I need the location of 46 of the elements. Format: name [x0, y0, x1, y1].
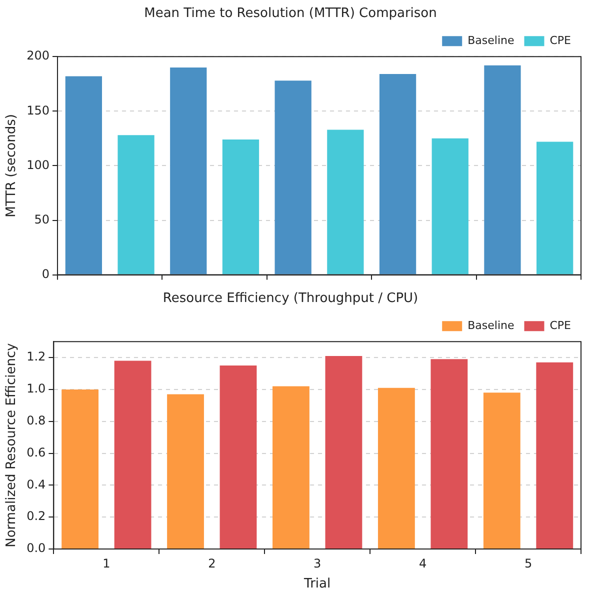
x-tick-label: 4	[418, 556, 427, 570]
chart-title: Resource Efficiency (Throughput / CPU)	[162, 291, 418, 306]
y-tick-label: 200	[26, 48, 50, 63]
bar	[118, 135, 154, 274]
legend-label: Baseline	[468, 318, 514, 332]
bar	[220, 366, 257, 548]
bar	[483, 392, 520, 548]
bar	[430, 359, 468, 548]
y-tick-label: 0.8	[26, 413, 46, 428]
y-tick-label: 1.0	[26, 382, 46, 396]
y-tick-label: 0.6	[26, 445, 46, 460]
bar	[62, 389, 99, 548]
y-tick-label: 0.4	[26, 477, 46, 492]
x-tick-label: 3	[314, 556, 322, 570]
bar	[536, 362, 574, 548]
bar	[170, 68, 207, 274]
legend-label: CPE	[550, 34, 572, 47]
bar	[378, 388, 415, 548]
bar	[379, 74, 416, 274]
bar	[167, 394, 204, 548]
x-tick-label: 1	[102, 556, 110, 570]
legend-label: Baseline	[468, 34, 514, 47]
y-tick-label: 1.2	[26, 350, 46, 364]
bar	[274, 80, 312, 274]
y-tick-label: 150	[26, 103, 50, 118]
x-axis-title: Trial	[303, 576, 331, 592]
bar	[114, 360, 152, 548]
chart-title: Mean Time to Resolution (MTTR) Comparison	[144, 6, 437, 22]
y-axis-title: MTTR (seconds)	[4, 114, 20, 218]
x-tick-label: 2	[208, 556, 216, 570]
bar	[484, 65, 521, 274]
bar	[272, 386, 310, 548]
y-tick-label: 0	[42, 266, 50, 281]
y-tick-label: 100	[26, 158, 50, 172]
y-axis-title: Normalized Resource Efficiency	[4, 342, 20, 548]
bar	[325, 356, 362, 548]
bar	[327, 130, 364, 274]
bar	[222, 140, 260, 274]
legend-label: CPE	[550, 318, 572, 332]
bar	[536, 142, 574, 274]
x-tick-label: 5	[524, 556, 532, 570]
y-tick-label: 0.2	[26, 509, 46, 524]
bar	[432, 138, 468, 274]
bar	[65, 76, 102, 274]
y-tick-label: 50	[34, 212, 50, 226]
y-tick-label: 0.0	[26, 541, 46, 556]
